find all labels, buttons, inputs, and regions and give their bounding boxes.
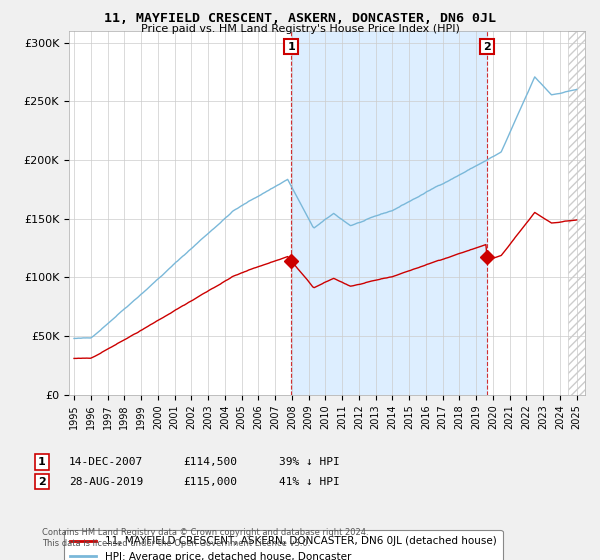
Bar: [568, 31, 585, 395]
Text: 39% ↓ HPI: 39% ↓ HPI: [279, 457, 340, 467]
Bar: [568, 31, 585, 395]
Text: 14-DEC-2007: 14-DEC-2007: [69, 457, 143, 467]
Text: £115,000: £115,000: [183, 477, 237, 487]
Text: 28-AUG-2019: 28-AUG-2019: [69, 477, 143, 487]
Text: 2: 2: [483, 42, 491, 52]
Text: 1: 1: [38, 457, 46, 467]
Text: 41% ↓ HPI: 41% ↓ HPI: [279, 477, 340, 487]
Legend: 11, MAYFIELD CRESCENT, ASKERN, DONCASTER, DN6 0JL (detached house), HPI: Average: 11, MAYFIELD CRESCENT, ASKERN, DONCASTER…: [64, 530, 503, 560]
Text: £114,500: £114,500: [183, 457, 237, 467]
Text: 1: 1: [287, 42, 295, 52]
Text: 2: 2: [38, 477, 46, 487]
Text: Contains HM Land Registry data © Crown copyright and database right 2024.
This d: Contains HM Land Registry data © Crown c…: [42, 528, 368, 548]
Text: 11, MAYFIELD CRESCENT, ASKERN, DONCASTER, DN6 0JL: 11, MAYFIELD CRESCENT, ASKERN, DONCASTER…: [104, 12, 496, 25]
Text: Price paid vs. HM Land Registry's House Price Index (HPI): Price paid vs. HM Land Registry's House …: [140, 24, 460, 34]
Bar: [291, 31, 487, 395]
